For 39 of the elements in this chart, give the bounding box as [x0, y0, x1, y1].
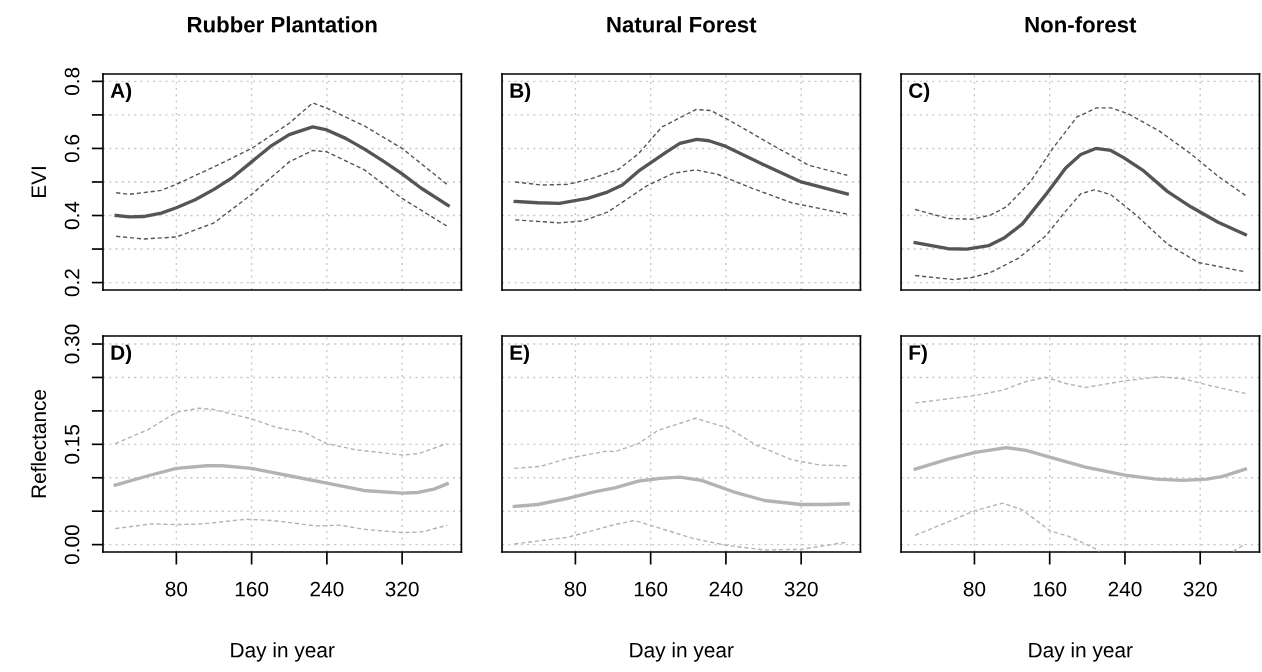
y-tick-label: 0.2	[64, 269, 80, 297]
y-tick-label: 0.6	[64, 134, 80, 163]
line-series	[115, 102, 449, 196]
annotation: B)	[510, 82, 531, 103]
x-tick-label: 320	[1183, 581, 1217, 597]
x-tick-label: 160	[1033, 581, 1067, 597]
x-tick-label: 160	[634, 581, 668, 597]
x-tick-label: 240	[709, 581, 743, 597]
x-tick-label: 80	[564, 581, 587, 597]
annotation: A)	[110, 82, 132, 103]
annotation: E)	[510, 344, 529, 365]
line-series	[113, 464, 449, 495]
x-tick-label: 240	[1108, 581, 1142, 597]
x-tick-label: 160	[235, 581, 269, 597]
x-axis-title: Day in year	[1029, 642, 1133, 662]
y-tick-label: 0.30	[64, 324, 80, 364]
y-tick-label: 0.8	[64, 67, 80, 96]
line-series	[114, 518, 448, 534]
x-tick-label: 320	[385, 581, 419, 597]
x-tick-label: 240	[310, 581, 344, 597]
line-series	[115, 149, 449, 240]
y-tick-label: 0.15	[64, 424, 80, 464]
chart-title: Rubber Plantation	[187, 16, 377, 33]
annotation: F)	[909, 344, 927, 365]
chart-title: Non-forest	[1025, 16, 1137, 33]
y-tick-label: 0.4	[64, 201, 80, 230]
annotation: C)	[909, 82, 930, 103]
y-tick-label: 0.00	[64, 525, 80, 565]
x-axis-title: Day in year	[231, 642, 335, 662]
x-tick-label: 80	[963, 581, 986, 597]
line-series	[114, 407, 448, 456]
x-tick-label: 320	[784, 581, 818, 597]
y-axis-title: EVI	[31, 167, 46, 198]
y-axis-title: Reflectance	[30, 389, 47, 498]
annotation: D)	[111, 344, 132, 365]
x-axis-title: Day in year	[630, 642, 734, 662]
chart-title: Natural Forest	[607, 16, 757, 33]
x-tick-label: 80	[165, 581, 188, 597]
line-series	[114, 125, 450, 219]
